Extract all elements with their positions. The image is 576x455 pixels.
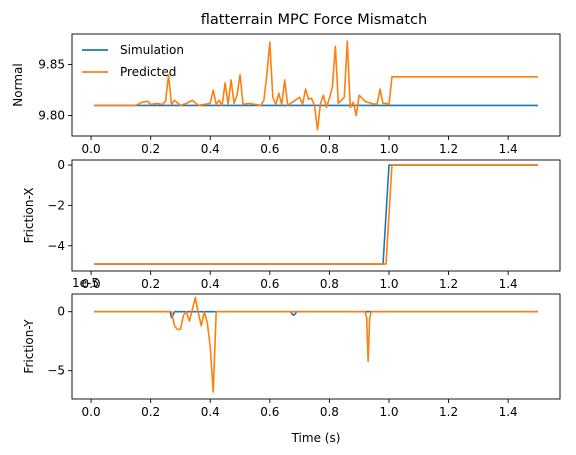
x-axis-label: Time (s) xyxy=(291,431,341,445)
x-tick-label: 0.8 xyxy=(320,142,339,156)
legend-entry-simulation: Simulation xyxy=(120,43,184,57)
series-line-predicted xyxy=(94,164,538,265)
x-tick-label: 1.0 xyxy=(379,277,398,291)
x-tick-label: 0.0 xyxy=(82,142,101,156)
y-tick-label: 0 xyxy=(57,158,65,172)
series-line-predicted xyxy=(94,40,538,131)
axes-frame xyxy=(71,33,561,137)
x-tick-label: 1.0 xyxy=(379,142,398,156)
x-tick-label: 0.2 xyxy=(141,405,160,419)
x-tick-label: 0.8 xyxy=(320,277,339,291)
x-tick-label: 1.4 xyxy=(499,405,518,419)
x-tick-label: 1.4 xyxy=(499,277,518,291)
y-tick-label: 9.80 xyxy=(38,109,65,123)
x-tick-label: 0.0 xyxy=(82,405,101,419)
y-axis-label: Friction-X xyxy=(22,188,36,244)
x-tick-label: 1.0 xyxy=(379,405,398,419)
x-tick-label: 0.6 xyxy=(260,277,279,291)
y-tick-label: 9.85 xyxy=(38,58,65,72)
x-tick-label: 0.6 xyxy=(260,142,279,156)
series-line-simulation xyxy=(94,310,538,319)
x-tick-label: 0.6 xyxy=(260,405,279,419)
axes-frame xyxy=(71,293,561,400)
x-tick-label: 0.4 xyxy=(201,277,220,291)
axes-frame xyxy=(71,159,561,272)
series-line-simulation xyxy=(94,164,538,265)
series-line-predicted xyxy=(94,296,538,393)
x-tick-label: 1.2 xyxy=(439,405,458,419)
y-tick-label: −2 xyxy=(47,198,65,212)
x-tick-label: 0.8 xyxy=(320,405,339,419)
x-tick-label: 1.2 xyxy=(439,142,458,156)
x-tick-label: 0.2 xyxy=(141,277,160,291)
y-axis-label: Friction-Y xyxy=(22,319,36,374)
y-tick-label: −4 xyxy=(47,239,65,253)
chart-title: flatterrain MPC Force Mismatch xyxy=(201,12,427,28)
legend-entry-predicted: Predicted xyxy=(120,65,176,79)
y-tick-label: −5 xyxy=(47,364,65,378)
x-tick-label: 1.4 xyxy=(499,142,518,156)
x-tick-label: 0.0 xyxy=(82,277,101,291)
y-axis-label: Normal xyxy=(11,63,25,106)
y-tick-label: 0 xyxy=(57,305,65,319)
x-tick-label: 0.4 xyxy=(201,142,220,156)
x-tick-label: 0.2 xyxy=(141,142,160,156)
y-offset-text: 1e-5 xyxy=(72,276,99,290)
x-tick-label: 1.2 xyxy=(439,277,458,291)
x-tick-label: 0.4 xyxy=(201,405,220,419)
